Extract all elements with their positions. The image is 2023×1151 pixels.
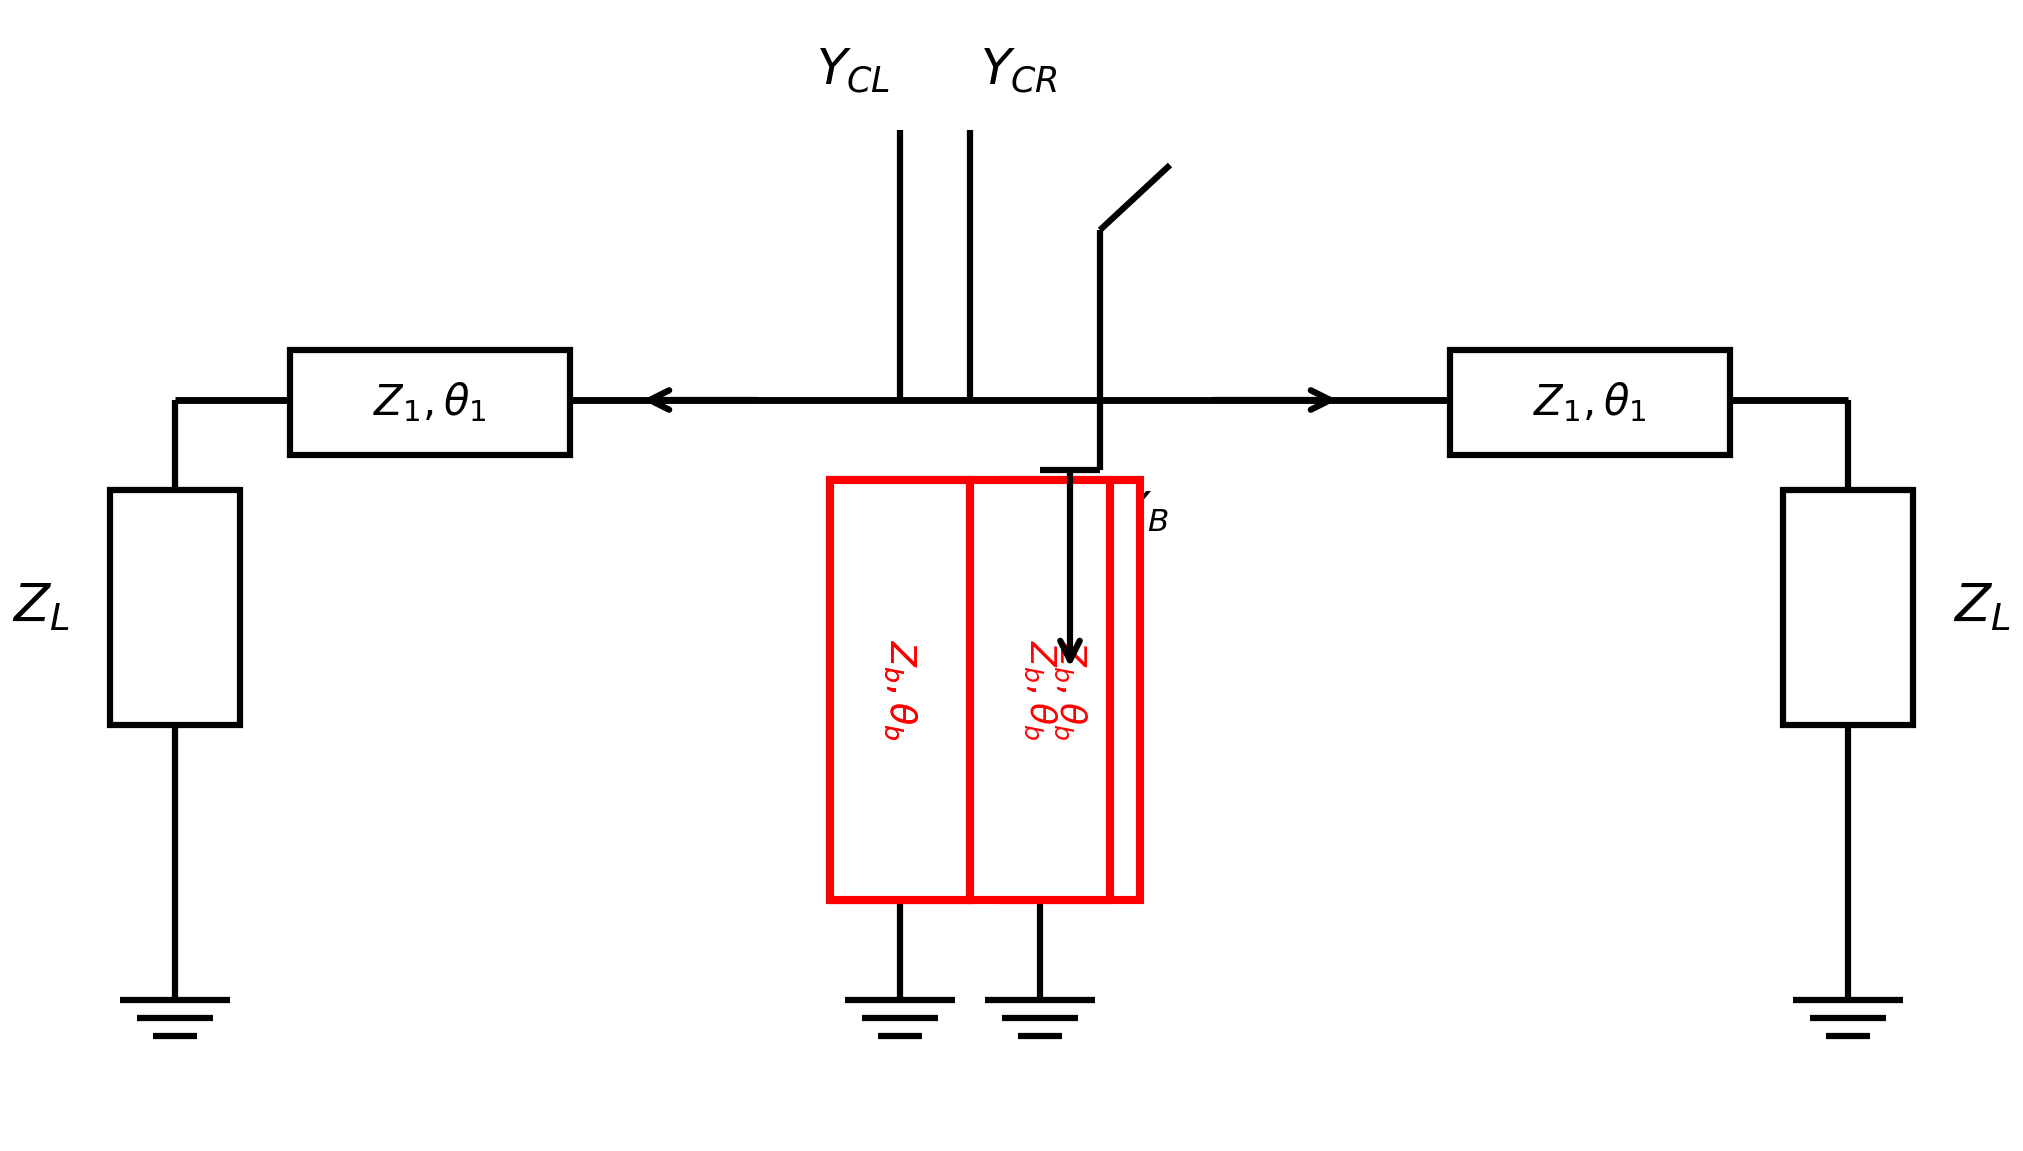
Bar — [1782, 490, 1914, 725]
Bar — [999, 480, 1141, 900]
Text: $Y_B$: $Y_B$ — [1121, 490, 1169, 534]
Text: $Z_1,\theta_1$: $Z_1,\theta_1$ — [372, 381, 488, 425]
Bar — [1450, 350, 1730, 455]
Text: $Y_{CR}$: $Y_{CR}$ — [979, 46, 1058, 96]
Text: $Z_b,\theta_b$: $Z_b,\theta_b$ — [882, 640, 918, 740]
Text: $Z_L$: $Z_L$ — [12, 581, 71, 633]
Text: $Z_b,\theta_b$: $Z_b,\theta_b$ — [1052, 640, 1088, 740]
Text: $Z_L$: $Z_L$ — [1952, 581, 2011, 633]
Bar — [829, 480, 969, 900]
Bar — [969, 480, 1111, 900]
Bar — [829, 480, 969, 900]
Text: $Z_1,\theta_1$: $Z_1,\theta_1$ — [1533, 381, 1647, 425]
Text: $Y_{CL}$: $Y_{CL}$ — [815, 46, 890, 96]
Text: $Z_b,\theta_b$: $Z_b,\theta_b$ — [882, 640, 918, 740]
Bar — [289, 350, 570, 455]
Bar — [109, 490, 241, 725]
Text: $Z_b,\theta_b$: $Z_b,\theta_b$ — [1022, 640, 1058, 740]
